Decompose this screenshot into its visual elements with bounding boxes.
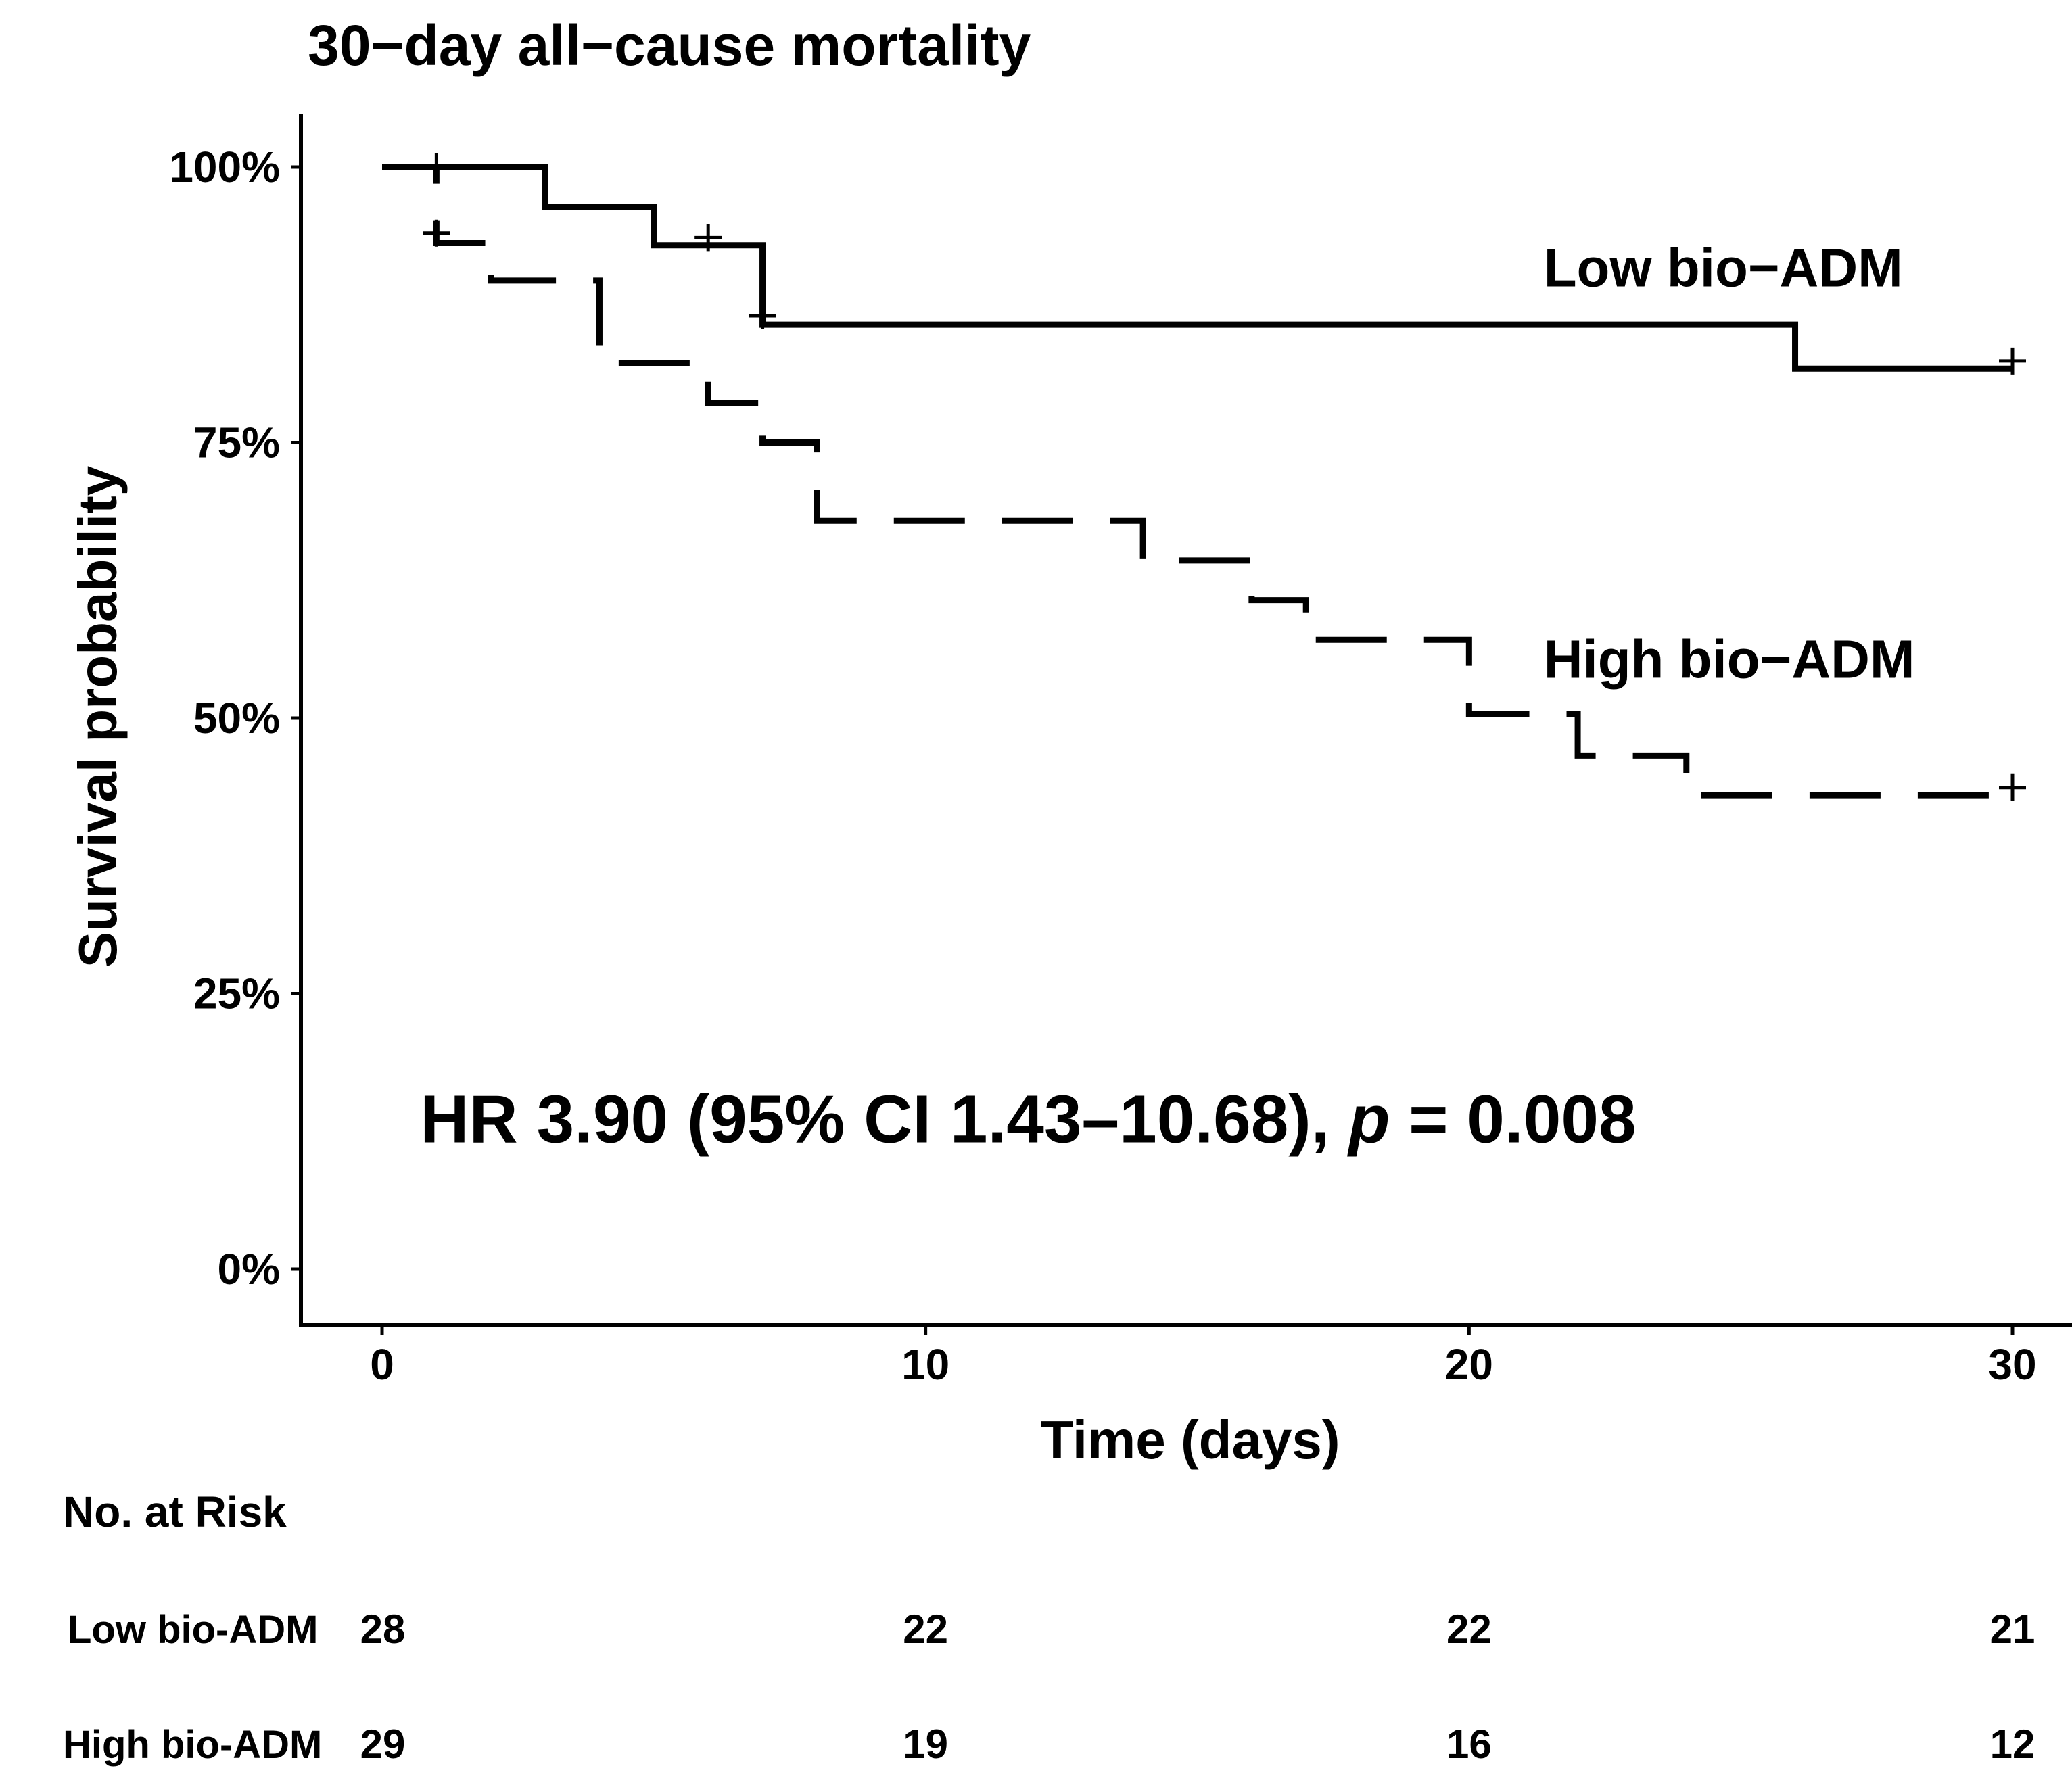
- annotation-p-italic: p: [1346, 1082, 1390, 1158]
- risk-count: 22: [903, 1606, 948, 1652]
- x-tick-label: 0: [370, 1340, 394, 1389]
- x-axis-label: Time (days): [1040, 1410, 1340, 1470]
- annotation-prefix: HR 3.90 (95% CI 1.43–10.68),: [420, 1082, 1348, 1158]
- y-axis-ticks: 0% 25% 50% 75% 100%: [169, 143, 301, 1293]
- risk-count: 21: [1990, 1606, 2035, 1652]
- x-tick-label: 20: [1445, 1340, 1493, 1389]
- plot-area: 0% 25% 50% 75% 100% 0 10 20 30 Low bio−ADM High …: [169, 114, 2072, 1389]
- y-tick-label: 0%: [218, 1245, 281, 1293]
- risk-count: 16: [1446, 1721, 1492, 1767]
- survival-curve-high: [382, 164, 2012, 799]
- annotation-suffix: = 0.008: [1390, 1082, 1636, 1158]
- x-axis-ticks: 0 10 20 30: [370, 1325, 2037, 1389]
- risk-table-title: No. at Risk: [63, 1488, 287, 1536]
- risk-table: No. at Risk Low bio-ADM 28 22 22 21 High bio-…: [63, 1488, 2035, 1767]
- risk-count: 12: [1990, 1721, 2035, 1767]
- risk-table-rows: Low bio-ADM 28 22 22 21 High bio-ADM 29 19 16 12: [63, 1606, 2035, 1767]
- y-tick-label: 75%: [193, 419, 280, 467]
- risk-count: 22: [1446, 1606, 1492, 1652]
- risk-count: 29: [360, 1721, 406, 1767]
- censor-mark: [1999, 347, 2026, 375]
- censor-mark: [423, 153, 450, 181]
- series-labels: Low bio−ADM High bio−ADM: [1544, 238, 1915, 690]
- y-tick-label: 100%: [169, 143, 280, 191]
- y-axis-label: Survival probability: [68, 465, 128, 968]
- y-tick-label: 25%: [193, 970, 280, 1018]
- censor-mark: [749, 302, 776, 330]
- series-label-low: Low bio−ADM: [1544, 238, 1903, 298]
- censor-mark: [423, 219, 450, 247]
- y-tick-label: 50%: [193, 694, 280, 742]
- censor-marks: [423, 153, 2026, 801]
- risk-count: 19: [903, 1721, 948, 1767]
- hazard-ratio-annotation: HR 3.90 (95% CI 1.43–10.68), p = 0.008: [420, 1082, 1636, 1158]
- chart-title: 30−day all−cause mortality: [308, 14, 1031, 77]
- x-tick-label: 30: [1988, 1340, 2036, 1389]
- risk-row-label: High bio-ADM: [63, 1723, 322, 1767]
- x-tick-label: 10: [901, 1340, 949, 1389]
- risk-row-label: Low bio-ADM: [68, 1608, 318, 1652]
- risk-count: 28: [360, 1606, 406, 1652]
- censor-mark: [1999, 774, 2026, 801]
- censor-mark: [694, 224, 722, 252]
- series-label-high: High bio−ADM: [1544, 629, 1915, 689]
